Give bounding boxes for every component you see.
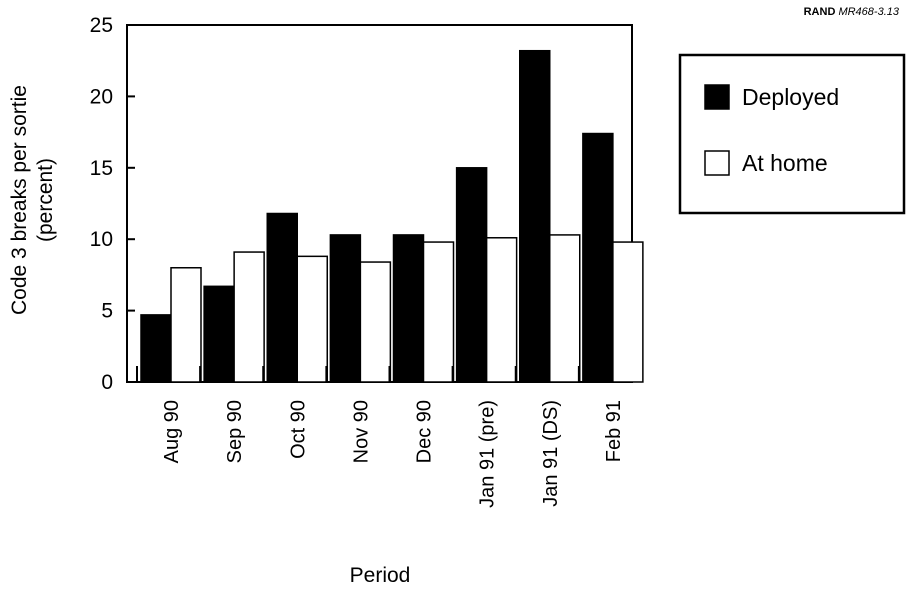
x-tick-label: Aug 90	[161, 400, 183, 463]
bar-deployed	[140, 314, 172, 383]
x-tick-label: Jan 91 (pre)	[477, 400, 499, 508]
y-tick-label: 10	[90, 228, 113, 251]
x-tick-label: Nov 90	[350, 400, 372, 463]
x-tick-label: Dec 90	[414, 400, 436, 463]
bar-deployed	[392, 234, 425, 383]
bar-deployed	[329, 234, 362, 383]
bar-at-home	[549, 234, 581, 383]
bar-deployed	[519, 49, 551, 383]
legend-swatch	[704, 150, 730, 176]
figure-number: MR468-3.13	[838, 6, 899, 18]
bar-deployed	[203, 285, 235, 383]
y-tick-label: 5	[101, 300, 113, 323]
bar-at-home	[296, 255, 328, 383]
legend-label: Deployed	[742, 84, 839, 110]
bar-at-home	[612, 241, 644, 383]
figure-org: RAND	[803, 6, 836, 18]
x-tick-label: Sep 90	[224, 400, 246, 463]
x-axis-label: Period	[350, 564, 411, 587]
bar-deployed	[455, 167, 488, 383]
bar-at-home	[485, 237, 518, 383]
bar-at-home	[233, 251, 265, 383]
bar-at-home	[422, 241, 455, 383]
legend-box	[678, 53, 906, 215]
y-tick-label: 25	[90, 14, 113, 37]
bar-deployed	[266, 212, 298, 383]
y-tick-label: 15	[90, 157, 113, 180]
y-tick-label: 0	[101, 371, 113, 394]
legend-label: At home	[742, 150, 828, 176]
y-axis-label: Code 3 breaks per sortie	[8, 85, 31, 315]
figure-id: RAND MR468-3.13	[804, 6, 899, 18]
bar-at-home	[170, 267, 202, 383]
bar-at-home	[359, 261, 392, 383]
x-tick-label: Oct 90	[287, 400, 309, 459]
y-axis-label-line2: (percent)	[34, 158, 57, 242]
bar-deployed	[582, 132, 614, 383]
y-tick-label: 20	[90, 85, 113, 108]
legend-swatch	[704, 84, 730, 110]
x-tick-label: Feb 91	[603, 400, 625, 462]
x-tick-label: Jan 91 (DS)	[540, 400, 562, 507]
